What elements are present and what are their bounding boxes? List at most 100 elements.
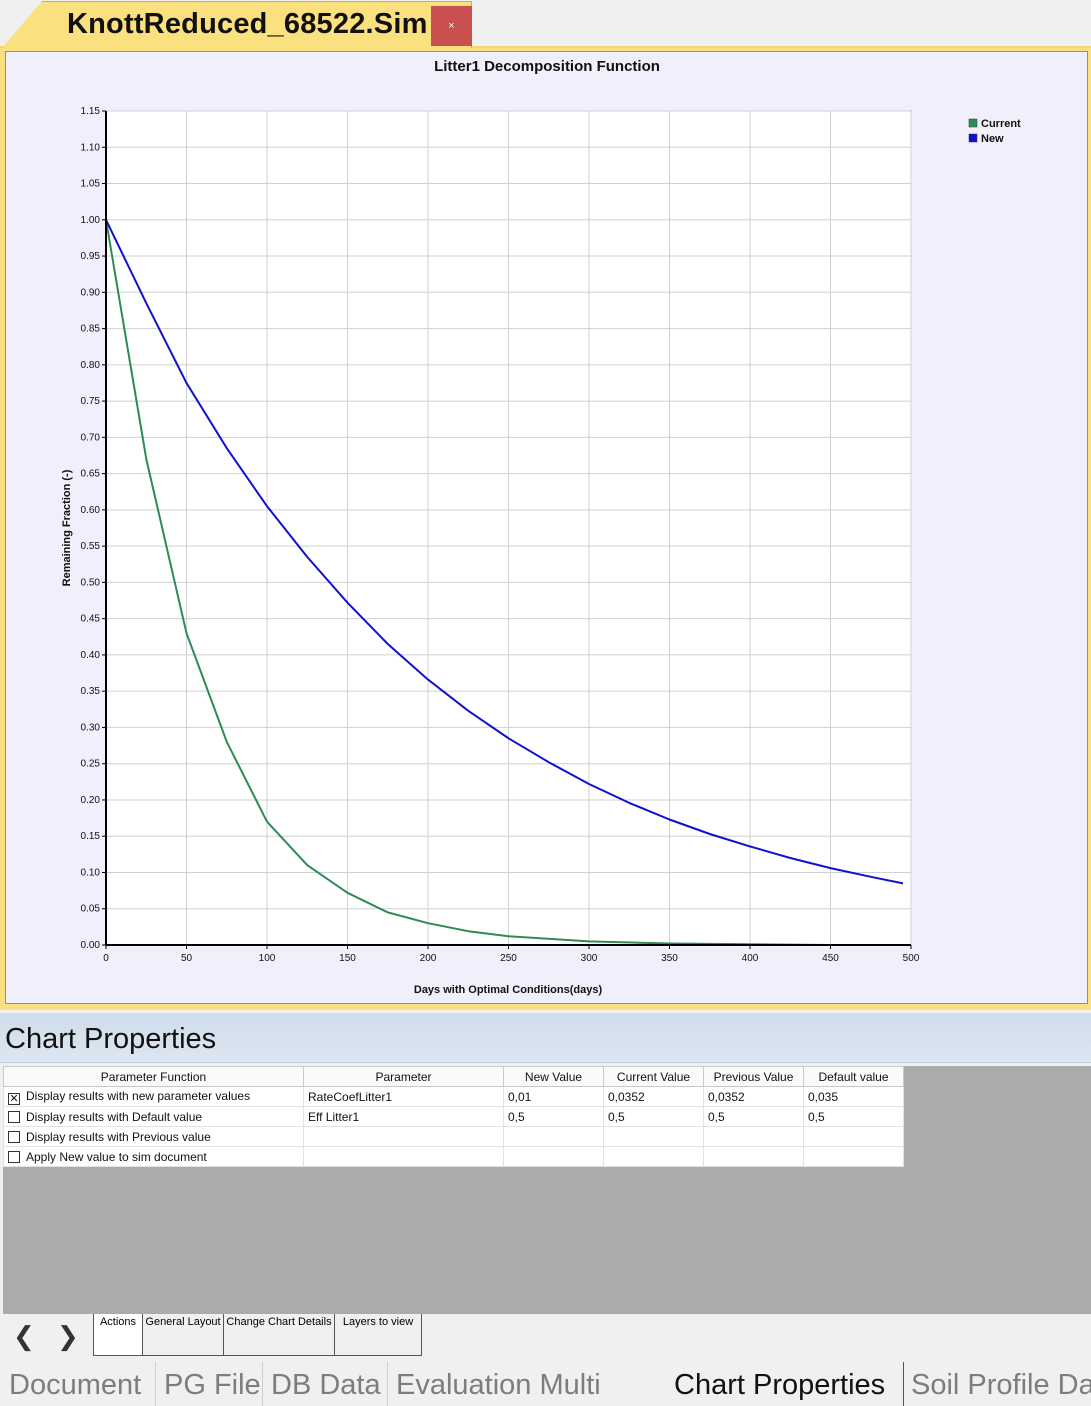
document-tab-strip: KnottReduced_68522.Sim × [0, 0, 1091, 48]
y-tick-label: 0.20 [81, 795, 101, 806]
tab-document[interactable]: Document [9, 1369, 142, 1401]
table-row[interactable]: ✕ Display results with new parameter valu… [3, 1086, 904, 1107]
checkbox-icon[interactable] [8, 1130, 20, 1143]
y-tick-label: 0.25 [81, 759, 101, 770]
tab-divider [903, 1362, 904, 1406]
x-tick-label: 150 [339, 953, 356, 964]
x-tick-label: 0 [103, 953, 109, 964]
tab-db-data[interactable]: DB Data [271, 1369, 381, 1401]
tab-divider [387, 1362, 388, 1406]
tab-divider [155, 1362, 156, 1406]
column-header[interactable]: New Value [503, 1066, 604, 1087]
column-header[interactable]: Current Value [603, 1066, 704, 1087]
checkbox-icon[interactable] [8, 1110, 20, 1123]
x-tick-label: 400 [742, 953, 759, 964]
sub-tab-layers-to-view[interactable]: Layers to view [334, 1314, 422, 1356]
table-header-row: Parameter Function Parameter New Value C… [3, 1066, 904, 1087]
parameter-function-cell[interactable]: Apply New value to sim document [3, 1146, 304, 1167]
x-tick-label: 350 [661, 953, 678, 964]
column-header[interactable]: Parameter Function [3, 1066, 304, 1087]
x-tick-label: 300 [581, 953, 598, 964]
y-tick-label: 1.00 [81, 215, 101, 226]
parameter-value-cell[interactable] [303, 1126, 504, 1147]
close-icon[interactable]: × [431, 6, 472, 46]
y-axis-ticks: 0.00 0.05 0.10 0.15 0.20 0.25 0.30 0.35 0.40 0.45… [81, 106, 106, 951]
sub-tab-general-layout[interactable]: General Layout [142, 1314, 224, 1356]
column-header[interactable]: Previous Value [703, 1066, 804, 1087]
parameter-table: Parameter Function Parameter New Value C… [3, 1066, 904, 1167]
y-tick-label: 0.70 [81, 432, 101, 443]
tab-pg-file[interactable]: PG File [164, 1369, 261, 1401]
table-row[interactable]: Apply New value to sim document [3, 1146, 904, 1167]
current-value-cell[interactable] [603, 1126, 704, 1147]
table-row[interactable]: Display results with Previous value [3, 1126, 904, 1147]
previous-value-cell[interactable]: 0,0352 [703, 1086, 804, 1107]
x-tick-label: 200 [420, 953, 437, 964]
sub-tab-change-chart-details[interactable]: Change Chart Details [223, 1314, 335, 1356]
chart-frame: Litter1 Decomposition Function 0.00 0.05 0… [0, 48, 1091, 1010]
new-value-cell[interactable]: 0,01 [503, 1086, 604, 1107]
column-header[interactable]: Default value [803, 1066, 904, 1087]
y-tick-label: 0.90 [81, 287, 101, 298]
bottom-tab-bar: Document PG File DB Data Evaluation Mult… [0, 1358, 1091, 1406]
parameter-value-cell[interactable]: RateCoefLitter1 [303, 1086, 504, 1107]
series-line-current [105, 219, 903, 946]
y-tick-label: 0.55 [81, 541, 101, 552]
legend-swatch [968, 133, 978, 143]
legend-label: Current [981, 118, 1021, 130]
previous-value-cell[interactable]: 0,5 [703, 1106, 804, 1127]
parameter-function-cell[interactable]: Display results with Previous value [3, 1126, 304, 1147]
parameter-function-cell[interactable]: Display results with Default value [3, 1106, 304, 1127]
y-tick-label: 0.75 [81, 396, 101, 407]
legend: Current New [968, 118, 1021, 145]
decomposition-chart: Litter1 Decomposition Function 0.000.050… [61, 58, 1021, 996]
default-value-cell[interactable] [803, 1146, 904, 1167]
previous-value-cell[interactable] [703, 1146, 804, 1167]
document-tab[interactable]: KnottReduced_68522.Sim × [2, 1, 472, 48]
y-axis-label: Remaining Fraction (-) [61, 469, 73, 586]
parameter-value-cell[interactable]: Eff Litter1 [303, 1106, 504, 1127]
legend-label: New [981, 133, 1004, 145]
tab-divider [262, 1362, 263, 1406]
parameter-function-label: Display results with new parameter value… [26, 1088, 251, 1103]
sub-tab-actions[interactable]: Actions [93, 1314, 143, 1356]
y-tick-label: 0.10 [81, 867, 101, 878]
parameter-value-cell[interactable] [303, 1146, 504, 1167]
default-value-cell[interactable]: 0,035 [803, 1086, 904, 1107]
tab-soil-profile-data[interactable]: Soil Profile Da [911, 1369, 1091, 1401]
tab-evaluation-multi[interactable]: Evaluation Multi [396, 1369, 601, 1401]
y-tick-label: 1.05 [81, 179, 101, 190]
column-header[interactable]: Parameter [303, 1066, 504, 1087]
current-value-cell[interactable] [603, 1146, 704, 1167]
tab-chart-properties[interactable]: Chart Properties [674, 1369, 886, 1401]
chevron-right-icon[interactable]: ❯ [57, 1321, 79, 1351]
chart-panel: Litter1 Decomposition Function 0.00 0.05 0… [5, 51, 1088, 1004]
checkbox-icon[interactable] [8, 1150, 20, 1163]
sub-tab-row: ❮ ❯ Actions General Layout Change Chart … [0, 1314, 1091, 1358]
y-tick-label: 0.65 [81, 469, 101, 480]
parameter-function-label: Apply New value to sim document [26, 1149, 207, 1164]
previous-value-cell[interactable] [703, 1126, 804, 1147]
x-tick-label: 100 [259, 953, 276, 964]
default-value-cell[interactable]: 0,5 [803, 1106, 904, 1127]
current-value-cell[interactable]: 0,0352 [603, 1086, 704, 1107]
new-value-cell[interactable] [503, 1126, 604, 1147]
chart-title: Litter1 Decomposition Function [434, 58, 660, 75]
legend-swatch [968, 118, 978, 128]
chevron-left-icon[interactable]: ❮ [13, 1321, 35, 1351]
checkbox-checked-icon[interactable]: ✕ [8, 1092, 20, 1105]
new-value-cell[interactable]: 0,5 [503, 1106, 604, 1127]
parameter-function-cell[interactable]: ✕ Display results with new parameter valu… [3, 1086, 304, 1107]
x-axis-ticks: 0 50 100 150 200 250 300 350 400 450 500 [103, 945, 920, 964]
x-tick-label: 450 [822, 953, 839, 964]
y-tick-label: 0.50 [81, 577, 101, 588]
y-tick-label: 0.00 [81, 940, 101, 951]
new-value-cell[interactable] [503, 1146, 604, 1167]
series-lines [105, 219, 904, 946]
y-tick-label: 1.15 [81, 106, 101, 117]
table-row[interactable]: Display results with Default value Eff Li… [3, 1106, 904, 1127]
default-value-cell[interactable] [803, 1126, 904, 1147]
current-value-cell[interactable]: 0,5 [603, 1106, 704, 1127]
chart-properties-header: Chart Properties [0, 1013, 1091, 1063]
y-tick-label: 0.45 [81, 614, 101, 625]
